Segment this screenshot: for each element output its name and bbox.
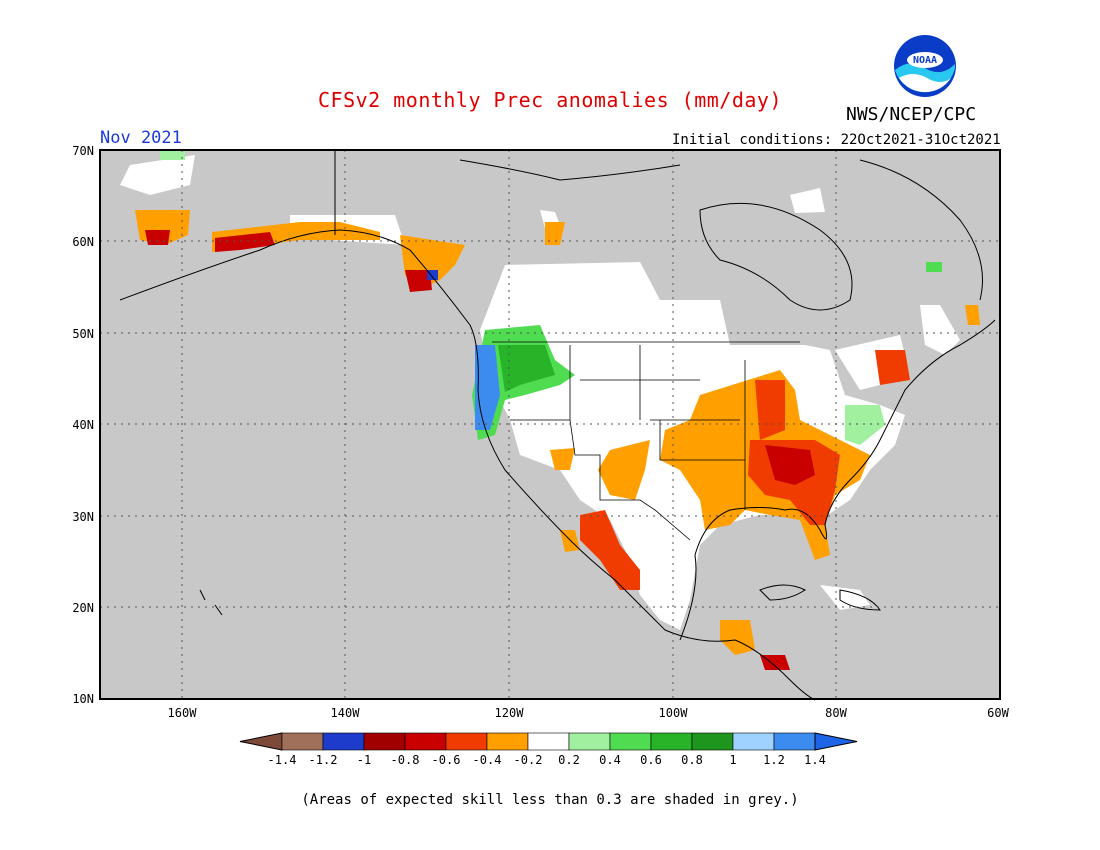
lat-label: 20N (72, 601, 94, 615)
bering-dry-core (145, 230, 170, 245)
agency-label: NWS/NCEP/CPC (846, 104, 977, 125)
panhandle-blue-cell (427, 270, 438, 280)
labrador-wet-cell (926, 262, 942, 272)
legend-swatch (609, 732, 652, 751)
valid-month-label: Nov 2021 (100, 128, 182, 148)
legend-tick-label: -0.6 (432, 753, 461, 767)
arctic-wet-cell (160, 150, 185, 160)
central-america-dry-patch (720, 620, 755, 655)
legend-tick-label: -1.4 (268, 753, 297, 767)
lon-label: 100W (659, 706, 689, 720)
legend-tick-label: -0.4 (473, 753, 502, 767)
legend-swatch (404, 732, 447, 751)
lon-label: 120W (495, 706, 525, 720)
legend-tick-label: -0.8 (391, 753, 420, 767)
alaska-peninsula-dry (215, 232, 275, 252)
legend-swatch (773, 732, 816, 751)
yukon-dry-patch (545, 222, 565, 245)
new-mexico-dry-patch (598, 440, 650, 500)
legend-swatch (486, 732, 529, 751)
lat-label: 40N (72, 418, 94, 432)
legend-swatch (691, 732, 734, 751)
lon-label: 80W (825, 706, 847, 720)
idaho-wet-patch (498, 345, 555, 392)
initial-conditions-label: Initial conditions: 22Oct2021-31Oct2021 (672, 132, 1001, 148)
panhandle-dry-core (405, 270, 432, 292)
lat-axis-labels: 70N 60N 50N 40N 30N 20N 10N (72, 144, 94, 706)
midatlantic-wet-patch (845, 405, 885, 445)
tennessee-dry-core (765, 445, 815, 485)
political-borders (492, 341, 800, 541)
legend-tick-label: 1 (729, 753, 736, 767)
legend-swatch (445, 732, 488, 751)
anomaly-patches (135, 150, 980, 670)
ohio-dry-core (755, 380, 785, 440)
legend-tick-label: 0.8 (681, 753, 703, 767)
lon-label: 60W (987, 706, 1009, 720)
legend-tick-label: 1.4 (804, 753, 826, 767)
lon-label: 140W (331, 706, 361, 720)
map-frame (99, 149, 1001, 700)
noaa-logo: NOAA (893, 34, 957, 98)
coastlines (119, 150, 996, 701)
chart-title: CFSv2 monthly Prec anomalies (mm/day) (317, 88, 783, 112)
gridlines (100, 150, 1000, 699)
legend-tick-label: 0.2 (558, 753, 580, 767)
nova-scotia-dry-patch (965, 305, 980, 325)
lon-label: 160W (168, 706, 198, 720)
legend-tick-label: -1 (357, 753, 371, 767)
lon-axis-labels: 160W 140W 120W 100W 80W 60W (168, 706, 1010, 720)
color-legend: -1.4 -1.2 -1 -0.8 -0.6 -0.4 -0.2 0.2 0.4 0.6 0.8 1 1… (239, 732, 858, 767)
legend-swatch (568, 732, 611, 751)
mexico-dry-patch (580, 510, 640, 590)
lat-label: 30N (72, 510, 94, 524)
lat-label: 60N (72, 235, 94, 249)
legend-tick-label: -0.2 (514, 753, 543, 767)
honduras-dry-patch (760, 655, 790, 670)
oregon-wet-patch (475, 345, 500, 430)
lat-label: 50N (72, 327, 94, 341)
legend-swatch (281, 732, 324, 751)
arizona-dry-patch (550, 448, 575, 470)
skill-footnote: (Areas of expected skill less than 0.3 a… (301, 792, 799, 808)
legend-swatch (650, 732, 693, 751)
logo-text: NOAA (913, 55, 937, 66)
legend-swatch (322, 732, 365, 751)
legend-swatch (363, 732, 406, 751)
legend-tick-label: 1.2 (763, 753, 785, 767)
noaa-logo-icon: NOAA (894, 35, 956, 97)
legend-swatch (732, 732, 775, 751)
lat-label: 70N (72, 144, 94, 158)
legend-tick-label: 0.6 (640, 753, 662, 767)
legend-arrow-left (239, 732, 283, 751)
lat-label: 10N (72, 692, 94, 706)
legend-tick-label: 0.4 (599, 753, 621, 767)
legend-swatch (527, 732, 570, 751)
legend-tick-label: -1.2 (309, 753, 338, 767)
legend-arrow-right (814, 732, 858, 751)
new-england-dry-patch (875, 350, 910, 385)
